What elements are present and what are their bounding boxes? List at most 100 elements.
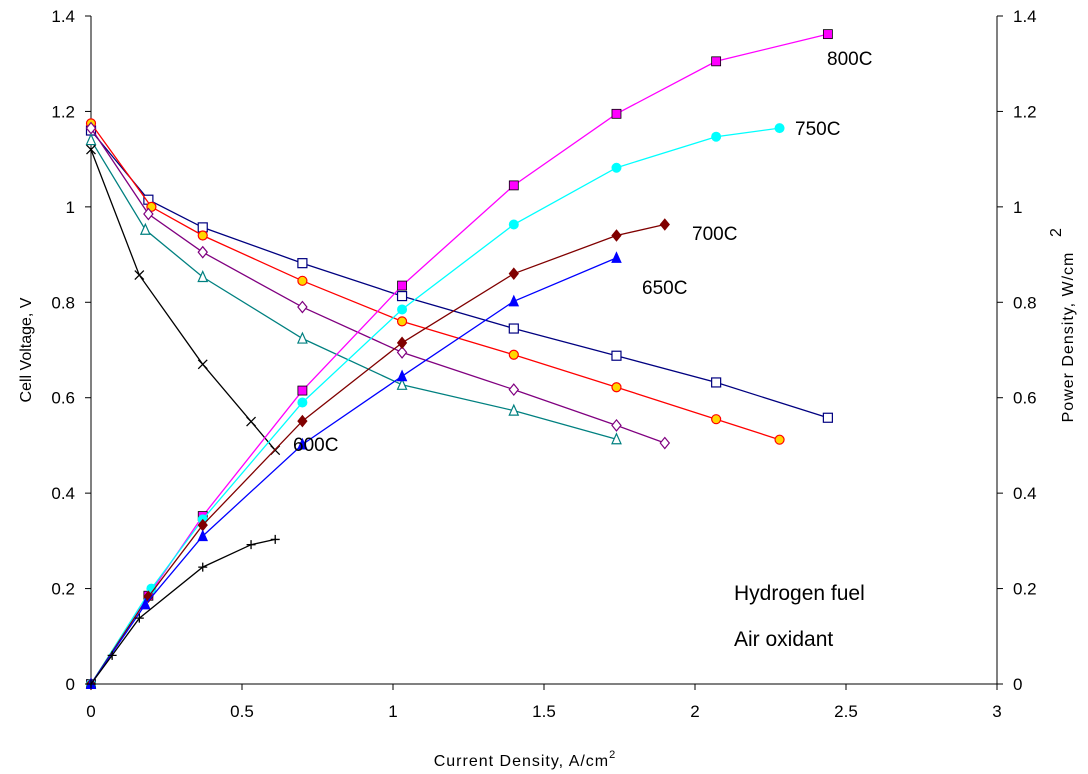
- data-point-power-700: [396, 336, 408, 350]
- data-point-voltage-800: [297, 258, 308, 269]
- note-hydrogen-fuel: Hydrogen fuel: [734, 582, 865, 605]
- series-voltage-650: [85, 133, 622, 445]
- y-right-tick-label: 0: [1013, 675, 1022, 694]
- data-point-power-600: [107, 650, 117, 660]
- data-point-voltage-750: [774, 434, 785, 445]
- data-point-voltage-750: [611, 382, 622, 393]
- y-right-tick-label: 0.8: [1013, 293, 1037, 312]
- data-point-voltage-750: [711, 414, 722, 425]
- data-point-voltage-700: [297, 300, 308, 314]
- data-point-power-650: [508, 294, 520, 307]
- y-left-tick-label: 0.4: [51, 484, 75, 503]
- temperature-label-600c: 600C: [293, 435, 338, 456]
- data-point-power-600: [86, 679, 96, 689]
- temperature-label-700c: 700C: [692, 224, 737, 245]
- data-point-voltage-600: [86, 144, 96, 155]
- y-left-tick-label: 0: [66, 675, 75, 694]
- data-point-power-650: [140, 597, 151, 610]
- series-voltage-800: [85, 125, 833, 423]
- data-point-power-800: [822, 29, 833, 40]
- x-tick-label: 2.5: [834, 702, 858, 721]
- data-point-power-650: [297, 437, 308, 450]
- data-point-voltage-750: [297, 275, 308, 286]
- data-point-voltage-650: [611, 432, 622, 445]
- y-right-tick-label: 1.2: [1013, 102, 1037, 121]
- data-point-voltage-800: [508, 323, 519, 334]
- temperature-label-750c: 750C: [795, 119, 840, 140]
- y-right-tick-label: 1.4: [1013, 7, 1037, 26]
- y-left-tick-label: 0.2: [51, 580, 75, 599]
- data-point-voltage-700: [508, 383, 520, 397]
- data-point-power-800: [397, 280, 407, 291]
- axes: 0 0.5 1 1.5 2 2.5 300.20.40.60.811.21.400.20.4…: [51, 7, 1036, 721]
- data-point-power-750: [397, 304, 408, 315]
- data-point-voltage-650: [396, 377, 408, 390]
- data-point-power-650: [197, 529, 209, 542]
- data-point-power-700: [508, 267, 519, 280]
- series-line-power-800: [90, 33, 829, 685]
- data-point-voltage-800: [822, 412, 833, 423]
- data-point-voltage-650: [508, 403, 520, 416]
- data-point-voltage-600: [134, 270, 145, 281]
- series-voltage-750: [85, 118, 785, 445]
- data-point-voltage-750: [508, 349, 519, 360]
- y-axis-right-title-superscript: 2: [1048, 228, 1065, 237]
- y-right-tick-label: 1: [1013, 198, 1022, 217]
- data-point-power-600: [134, 613, 144, 623]
- data-point-power-600: [270, 534, 280, 544]
- data-point-power-650: [611, 251, 622, 263]
- data-point-voltage-750: [197, 230, 208, 241]
- data-point-power-800: [508, 180, 519, 191]
- series-group: [85, 29, 833, 691]
- data-point-power-600: [246, 540, 256, 550]
- x-tick-label: 1.5: [532, 702, 556, 721]
- series-line-voltage-600: [90, 149, 276, 451]
- x-tick-label: 1: [388, 702, 397, 721]
- data-point-power-700: [297, 414, 308, 428]
- series-line-voltage-650: [90, 139, 617, 440]
- data-point-voltage-750: [396, 316, 408, 327]
- data-point-voltage-650: [197, 270, 209, 283]
- data-point-voltage-800: [711, 377, 722, 388]
- data-point-power-600: [198, 562, 208, 572]
- y-left-tick-label: 1.2: [51, 102, 75, 121]
- y-axis-left-title: Cell Voltage, V: [18, 297, 35, 402]
- data-point-power-750: [711, 131, 722, 142]
- temperature-label-650c: 650C: [642, 278, 687, 299]
- data-point-voltage-600: [197, 359, 208, 370]
- labels: Current Density, A/cm2 Cell Voltage, V P…: [18, 49, 1077, 770]
- y-right-tick-label: 0.4: [1013, 484, 1037, 503]
- data-point-power-750: [508, 219, 519, 230]
- x-tick-label: 2: [690, 702, 699, 721]
- data-point-power-750: [774, 123, 785, 134]
- data-point-power-750: [611, 162, 622, 173]
- data-point-voltage-800: [611, 350, 622, 361]
- data-point-voltage-700: [396, 345, 408, 359]
- x-axis-title: Current Density, A/cm2: [434, 749, 617, 770]
- y-axis-right-title: Power Density, W/cm: [1060, 252, 1077, 423]
- data-point-voltage-700: [143, 207, 154, 221]
- data-point-voltage-700: [197, 245, 209, 259]
- data-point-power-800: [611, 108, 622, 119]
- x-tick-label: 0: [86, 702, 95, 721]
- series-power-700: [85, 218, 670, 691]
- series-line-power-600: [90, 538, 276, 685]
- series-voltage-600: [86, 144, 281, 456]
- note-air-oxidant: Air oxidant: [734, 628, 833, 651]
- data-point-power-800: [711, 56, 722, 67]
- x-tick-label: 3: [992, 702, 1001, 721]
- data-point-voltage-800: [396, 290, 408, 302]
- series-line-voltage-700: [90, 127, 666, 444]
- data-point-voltage-700: [611, 418, 622, 432]
- data-point-power-650: [396, 369, 408, 382]
- data-point-voltage-600: [246, 416, 257, 427]
- data-point-power-700: [611, 229, 622, 242]
- data-point-power-800: [297, 385, 308, 396]
- data-point-voltage-650: [85, 133, 97, 146]
- y-right-tick-label: 0.6: [1013, 389, 1037, 408]
- data-point-voltage-650: [296, 331, 308, 344]
- data-point-voltage-650: [139, 222, 151, 235]
- series-power-650: [85, 251, 622, 689]
- y-right-tick-label: 0.2: [1013, 580, 1037, 599]
